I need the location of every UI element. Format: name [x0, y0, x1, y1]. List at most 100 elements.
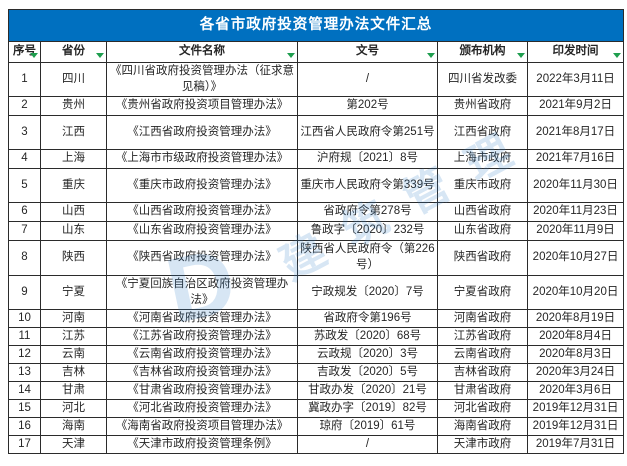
cell-doc-name[interactable]: 《山东省政府投资管理办法》: [106, 221, 298, 241]
cell-date[interactable]: 2020年3月24日: [526, 363, 625, 382]
cell-province[interactable]: 云南: [40, 345, 107, 364]
cell-agency[interactable]: 甘肃省政府: [437, 381, 528, 400]
cell-index[interactable]: 15: [8, 399, 41, 418]
cell-date[interactable]: 2021年8月17日: [526, 115, 625, 150]
cell-date[interactable]: 2020年11月30日: [526, 168, 625, 203]
cell-doc-name[interactable]: 《四川省政府投资管理办法（征求意见稿）》: [106, 62, 298, 97]
cell-doc-name[interactable]: 《天津市政府投资管理条例》: [106, 435, 298, 454]
cell-doc-name[interactable]: 《吉林省政府投资管理办法》: [106, 363, 298, 382]
cell-province[interactable]: 天津: [40, 435, 107, 454]
cell-province[interactable]: 贵州: [40, 96, 107, 116]
cell-doc-name[interactable]: 《贵州省政府投资项目管理办法》: [106, 96, 298, 116]
cell-date[interactable]: 2019年12月31日: [526, 417, 625, 436]
cell-doc-number[interactable]: 江西省人民政府令第251号: [297, 115, 438, 150]
cell-province[interactable]: 宁夏: [40, 275, 107, 310]
cell-doc-number[interactable]: 省政府令第278号: [297, 202, 438, 222]
cell-date[interactable]: 2020年11月9日: [526, 221, 625, 241]
cell-agency[interactable]: 吉林省政府: [437, 363, 528, 382]
cell-doc-number[interactable]: 甘政办发〔2020〕21号: [297, 381, 438, 400]
cell-agency[interactable]: 云南省政府: [437, 345, 528, 364]
cell-agency[interactable]: 山东省政府: [437, 221, 528, 241]
cell-index[interactable]: 14: [8, 381, 41, 400]
cell-province[interactable]: 上海: [40, 149, 107, 169]
cell-province[interactable]: 甘肃: [40, 381, 107, 400]
cell-doc-number[interactable]: 陕西省人民政府令（第226号）: [297, 240, 438, 276]
cell-agency[interactable]: 陕西省政府: [437, 240, 528, 276]
cell-agency[interactable]: 重庆市政府: [437, 168, 528, 203]
filter-dropdown-icon[interactable]: [613, 53, 622, 58]
cell-index[interactable]: 3: [8, 115, 41, 150]
cell-index[interactable]: 8: [8, 240, 41, 276]
cell-doc-number[interactable]: 省政府令第196号: [297, 309, 438, 328]
cell-index[interactable]: 9: [8, 275, 41, 310]
cell-index[interactable]: 11: [8, 327, 41, 346]
cell-doc-name[interactable]: 《江苏省政府投资管理办法》: [106, 327, 298, 346]
cell-date[interactable]: 2019年7月31日: [526, 435, 625, 454]
cell-doc-name[interactable]: 《海南省政府投资项目管理办法》: [106, 417, 298, 436]
cell-index[interactable]: 7: [8, 221, 41, 241]
cell-doc-name[interactable]: 《宁夏回族自治区政府投资管理办法》: [106, 275, 298, 310]
cell-province[interactable]: 江西: [40, 115, 107, 150]
cell-province[interactable]: 山西: [40, 202, 107, 222]
cell-date[interactable]: 2021年9月2日: [526, 96, 625, 116]
cell-date[interactable]: 2020年8月19日: [526, 309, 625, 328]
cell-province[interactable]: 河北: [40, 399, 107, 418]
cell-index[interactable]: 16: [8, 417, 41, 436]
cell-index[interactable]: 4: [8, 149, 41, 169]
cell-date[interactable]: 2019年12月31日: [526, 399, 625, 418]
filter-dropdown-icon[interactable]: [96, 53, 104, 58]
cell-agency[interactable]: 四川省发改委: [437, 62, 528, 97]
cell-index[interactable]: 2: [8, 96, 41, 116]
cell-doc-name[interactable]: 《山西省政府投资管理办法》: [106, 202, 298, 222]
cell-doc-number[interactable]: 琼府〔2019〕61号: [297, 417, 438, 436]
cell-doc-number[interactable]: 云政规〔2020〕3号: [297, 345, 438, 364]
cell-doc-number[interactable]: 冀政办字〔2019〕82号: [297, 399, 438, 418]
cell-agency[interactable]: 天津市政府: [437, 435, 528, 454]
cell-date[interactable]: 2020年8月3日: [526, 345, 625, 364]
cell-doc-name[interactable]: 《河南省政府投资管理办法》: [106, 309, 298, 328]
filter-dropdown-icon[interactable]: [287, 53, 295, 58]
cell-province[interactable]: 重庆: [40, 168, 107, 203]
cell-agency[interactable]: 河北省政府: [437, 399, 528, 418]
cell-index[interactable]: 17: [8, 435, 41, 454]
cell-index[interactable]: 10: [8, 309, 41, 328]
cell-agency[interactable]: 海南省政府: [437, 417, 528, 436]
cell-doc-number[interactable]: 重庆市人民政府令第339号: [297, 168, 438, 203]
filter-dropdown-icon[interactable]: [427, 53, 435, 58]
cell-agency[interactable]: 上海市政府: [437, 149, 528, 169]
cell-doc-number[interactable]: 宁政规发〔2020〕7号: [297, 275, 438, 310]
cell-doc-number[interactable]: /: [297, 62, 438, 97]
cell-index[interactable]: 1: [8, 62, 41, 97]
cell-doc-name[interactable]: 《重庆市政府投资管理办法》: [106, 168, 298, 203]
cell-doc-number[interactable]: 鲁政字〔2020〕232号: [297, 221, 438, 241]
cell-doc-number[interactable]: 第202号: [297, 96, 438, 116]
cell-agency[interactable]: 贵州省政府: [437, 96, 528, 116]
cell-doc-number[interactable]: 苏政发〔2020〕68号: [297, 327, 438, 346]
cell-doc-name[interactable]: 《上海市市级政府投资管理办法》: [106, 149, 298, 169]
filter-dropdown-icon[interactable]: [30, 53, 38, 58]
cell-province[interactable]: 四川: [40, 62, 107, 97]
cell-province[interactable]: 吉林: [40, 363, 107, 382]
cell-doc-name[interactable]: 《云南省政府投资管理办法》: [106, 345, 298, 364]
cell-doc-name[interactable]: 《江西省政府投资管理办法》: [106, 115, 298, 150]
cell-province[interactable]: 海南: [40, 417, 107, 436]
filter-dropdown-icon[interactable]: [517, 53, 525, 58]
cell-date[interactable]: 2020年10月20日: [526, 275, 625, 310]
cell-doc-number[interactable]: 吉政发〔2020〕5号: [297, 363, 438, 382]
cell-date[interactable]: 2020年10月27日: [526, 240, 625, 276]
cell-province[interactable]: 山东: [40, 221, 107, 241]
cell-province[interactable]: 陕西: [40, 240, 107, 276]
cell-doc-name[interactable]: 《陕西省政府投资管理办法》: [106, 240, 298, 276]
cell-date[interactable]: 2021年7月16日: [526, 149, 625, 169]
cell-doc-number[interactable]: 沪府规〔2021〕8号: [297, 149, 438, 169]
cell-index[interactable]: 13: [8, 363, 41, 382]
cell-agency[interactable]: 山西省政府: [437, 202, 528, 222]
cell-agency[interactable]: 江西省政府: [437, 115, 528, 150]
cell-index[interactable]: 6: [8, 202, 41, 222]
cell-date[interactable]: 2020年8月4日: [526, 327, 625, 346]
cell-doc-name[interactable]: 《河北省政府投资管理办法》: [106, 399, 298, 418]
cell-agency[interactable]: 河南省政府: [437, 309, 528, 328]
cell-province[interactable]: 河南: [40, 309, 107, 328]
cell-index[interactable]: 5: [8, 168, 41, 203]
cell-date[interactable]: 2020年11月23日: [526, 202, 625, 222]
